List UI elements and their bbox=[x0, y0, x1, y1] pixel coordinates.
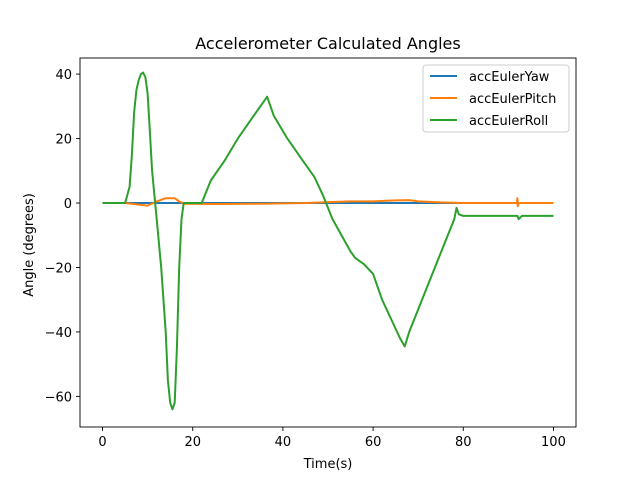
y-tick-label: 40 bbox=[55, 68, 72, 83]
series-line-accEulerRoll bbox=[102, 71, 554, 411]
legend-label: accEulerYaw bbox=[469, 70, 550, 85]
y-tick-label: 0 bbox=[64, 197, 72, 212]
y-tick-label: 20 bbox=[55, 133, 72, 148]
legend: accEulerYaw accEulerPitch accEulerRoll bbox=[422, 64, 570, 133]
plot-area bbox=[102, 71, 554, 411]
x-tick-label: 40 bbox=[275, 435, 292, 450]
y-axis: −60 −40 −20 0 20 40 bbox=[45, 68, 80, 405]
legend-label: accEulerRoll bbox=[469, 114, 548, 129]
chart-title: Accelerometer Calculated Angles bbox=[195, 34, 460, 53]
x-axis: 0 20 40 60 80 100 bbox=[98, 427, 566, 450]
x-tick-label: 80 bbox=[455, 435, 472, 450]
y-tick-label: −60 bbox=[45, 390, 72, 405]
y-axis-label: Angle (degrees) bbox=[22, 193, 37, 297]
axes-frame bbox=[79, 57, 577, 428]
legend-label: accEulerPitch bbox=[469, 92, 556, 107]
x-axis-label: Time(s) bbox=[303, 457, 353, 472]
y-tick-label: −40 bbox=[45, 326, 72, 341]
x-tick-label: 20 bbox=[184, 435, 201, 450]
x-tick-label: 60 bbox=[365, 435, 382, 450]
legend-box bbox=[422, 64, 570, 133]
x-tick-label: 100 bbox=[541, 435, 566, 450]
y-tick-label: −20 bbox=[45, 261, 72, 276]
x-tick-label: 0 bbox=[98, 435, 106, 450]
series-line-accEulerPitch bbox=[102, 197, 554, 208]
